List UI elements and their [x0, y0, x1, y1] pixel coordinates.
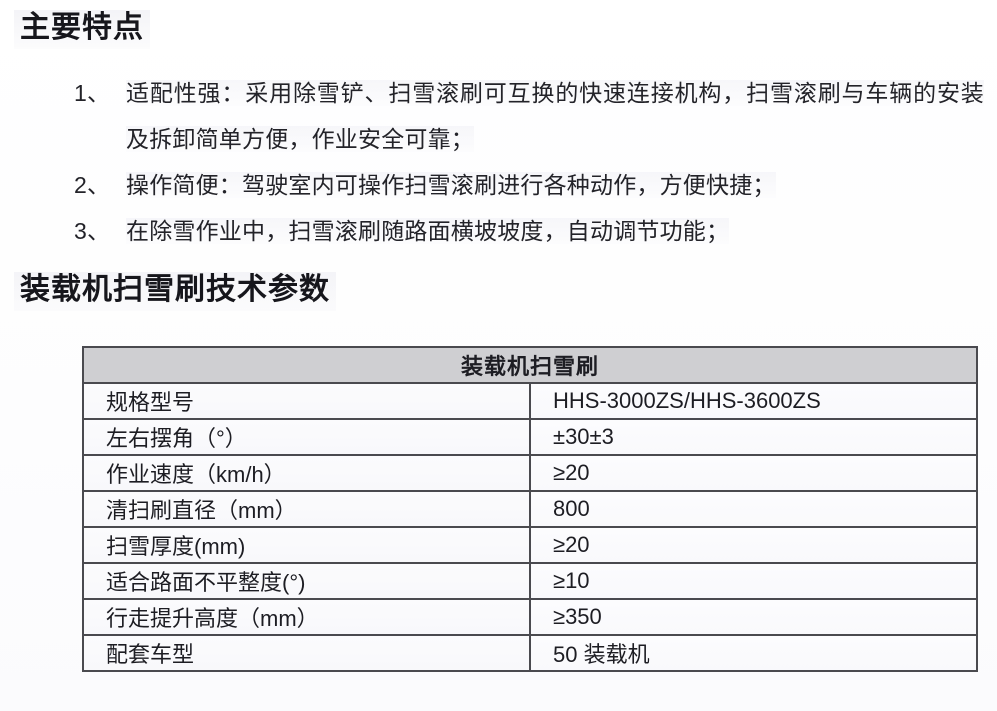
feature-item-text: 适配性强：采用除雪铲、扫雪滚刷可互换的快速连接机构，扫雪滚刷与车辆的安装及拆卸简…: [126, 70, 984, 162]
spec-value-cell: ≥350: [529, 598, 978, 636]
feature-item-text-inner: 适配性强：采用除雪铲、扫雪滚刷可互换的快速连接机构，扫雪滚刷与车辆的安装及拆卸简…: [126, 80, 984, 152]
table-row: 作业速度（km/h） ≥20: [82, 454, 978, 492]
table-row: 扫雪厚度(mm) ≥20: [82, 526, 978, 564]
spec-table-title: 装载机扫雪刷: [82, 346, 978, 384]
spec-table-title-row: 装载机扫雪刷: [82, 346, 978, 384]
feature-list-item: 1、 适配性强：采用除雪铲、扫雪滚刷可互换的快速连接机构，扫雪滚刷与车辆的安装及…: [74, 70, 984, 162]
feature-list-item: 3、 在除雪作业中，扫雪滚刷随路面横坡坡度，自动调节功能；: [74, 208, 984, 254]
spec-table-body: 规格型号 HHS-3000ZS/HHS-3600ZS 左右摆角（°） ±30±3…: [82, 382, 978, 672]
spec-table-container: 装载机扫雪刷 规格型号 HHS-3000ZS/HHS-3600ZS 左右摆角（°…: [82, 346, 978, 672]
spec-label-cell: 适合路面不平整度(°): [82, 562, 531, 600]
spec-value-cell: ≥10: [529, 562, 978, 600]
section-heading-features: 主要特点: [14, 10, 150, 49]
spec-value-cell: 50 装载机: [529, 634, 978, 672]
feature-list: 1、 适配性强：采用除雪铲、扫雪滚刷可互换的快速连接机构，扫雪滚刷与车辆的安装及…: [74, 70, 984, 254]
spec-table-head: 装载机扫雪刷: [82, 346, 978, 384]
spec-label-cell: 规格型号: [82, 382, 531, 420]
table-row: 规格型号 HHS-3000ZS/HHS-3600ZS: [82, 382, 978, 420]
spec-value-cell: ±30±3: [529, 418, 978, 456]
table-row: 清扫刷直径（mm） 800: [82, 490, 978, 528]
spec-label-cell: 作业速度（km/h）: [82, 454, 531, 492]
spec-table: 装载机扫雪刷 规格型号 HHS-3000ZS/HHS-3600ZS 左右摆角（°…: [82, 346, 978, 672]
table-row: 配套车型 50 装载机: [82, 634, 978, 672]
spec-value-cell: HHS-3000ZS/HHS-3600ZS: [529, 382, 978, 420]
table-row: 左右摆角（°） ±30±3: [82, 418, 978, 456]
feature-item-text: 操作简便：驾驶室内可操作扫雪滚刷进行各种动作，方便快捷；: [126, 162, 984, 208]
feature-item-text: 在除雪作业中，扫雪滚刷随路面横坡坡度，自动调节功能；: [126, 208, 984, 254]
table-row: 适合路面不平整度(°) ≥10: [82, 562, 978, 600]
section-heading-parameters: 装载机扫雪刷技术参数: [14, 272, 336, 311]
table-row: 行走提升高度（mm） ≥350: [82, 598, 978, 636]
spec-value-cell: 800: [529, 490, 978, 528]
spec-label-cell: 清扫刷直径（mm）: [82, 490, 531, 528]
spec-value-cell: ≥20: [529, 454, 978, 492]
feature-item-text-inner: 在除雪作业中，扫雪滚刷随路面横坡坡度，自动调节功能；: [126, 218, 730, 244]
feature-item-text-inner: 操作简便：驾驶室内可操作扫雪滚刷进行各种动作，方便快捷；: [126, 172, 776, 198]
feature-list-item: 2、 操作简便：驾驶室内可操作扫雪滚刷进行各种动作，方便快捷；: [74, 162, 984, 208]
spec-label-cell: 行走提升高度（mm）: [82, 598, 531, 636]
spec-label-cell: 配套车型: [82, 634, 531, 672]
spec-label-cell: 扫雪厚度(mm): [82, 526, 531, 564]
feature-item-marker: 3、: [74, 218, 111, 244]
spec-value-cell: ≥20: [529, 526, 978, 564]
feature-item-marker: 1、: [74, 80, 111, 106]
spec-label-cell: 左右摆角（°）: [82, 418, 531, 456]
feature-item-marker: 2、: [74, 172, 111, 198]
